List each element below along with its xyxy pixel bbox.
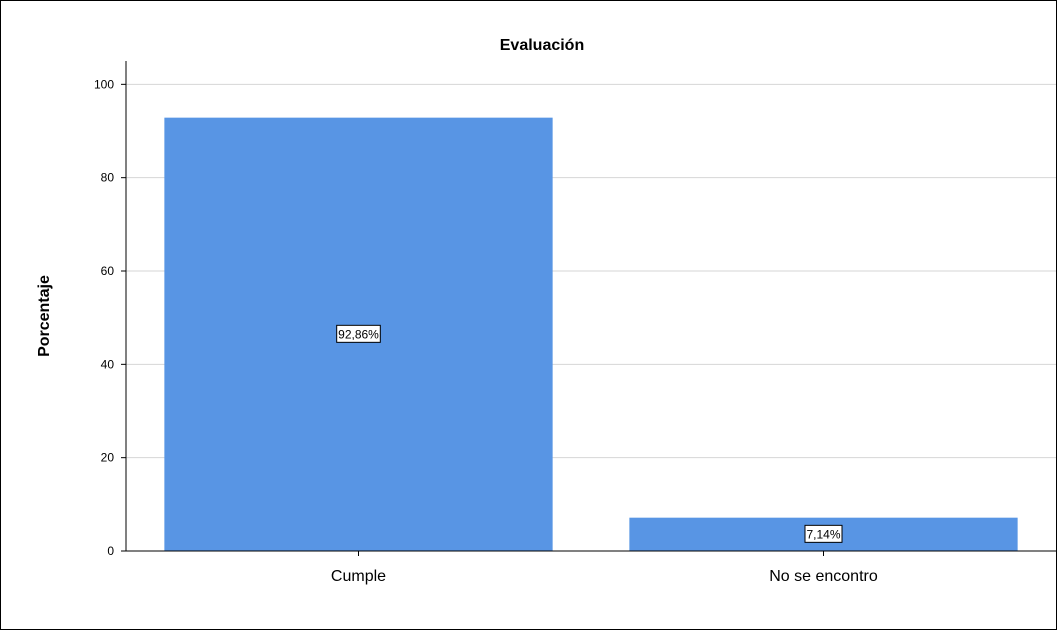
y-axis-label: Porcentaje	[36, 275, 53, 357]
y-tick-label: 20	[101, 451, 115, 465]
x-tick-label: No se encontro	[769, 568, 878, 585]
data-label-box	[336, 324, 381, 343]
data-label: 92,86%	[338, 327, 379, 341]
y-tick-label: 40	[101, 357, 115, 371]
data-label: 7,14%	[806, 527, 840, 541]
y-tick-label: 0	[107, 544, 114, 558]
labels: 0 20 40 60 80 100 92,86% Cumple 7,14% No se encon…	[94, 77, 878, 585]
axes	[121, 61, 1056, 556]
y-tick-label: 60	[101, 264, 115, 278]
chart-title: Evaluación	[500, 37, 584, 54]
bars	[164, 117, 1018, 552]
x-tick-label: Cumple	[331, 568, 386, 585]
y-tick-label: 100	[94, 77, 114, 91]
y-tick-label: 80	[101, 171, 115, 185]
data-label-box	[804, 524, 843, 543]
